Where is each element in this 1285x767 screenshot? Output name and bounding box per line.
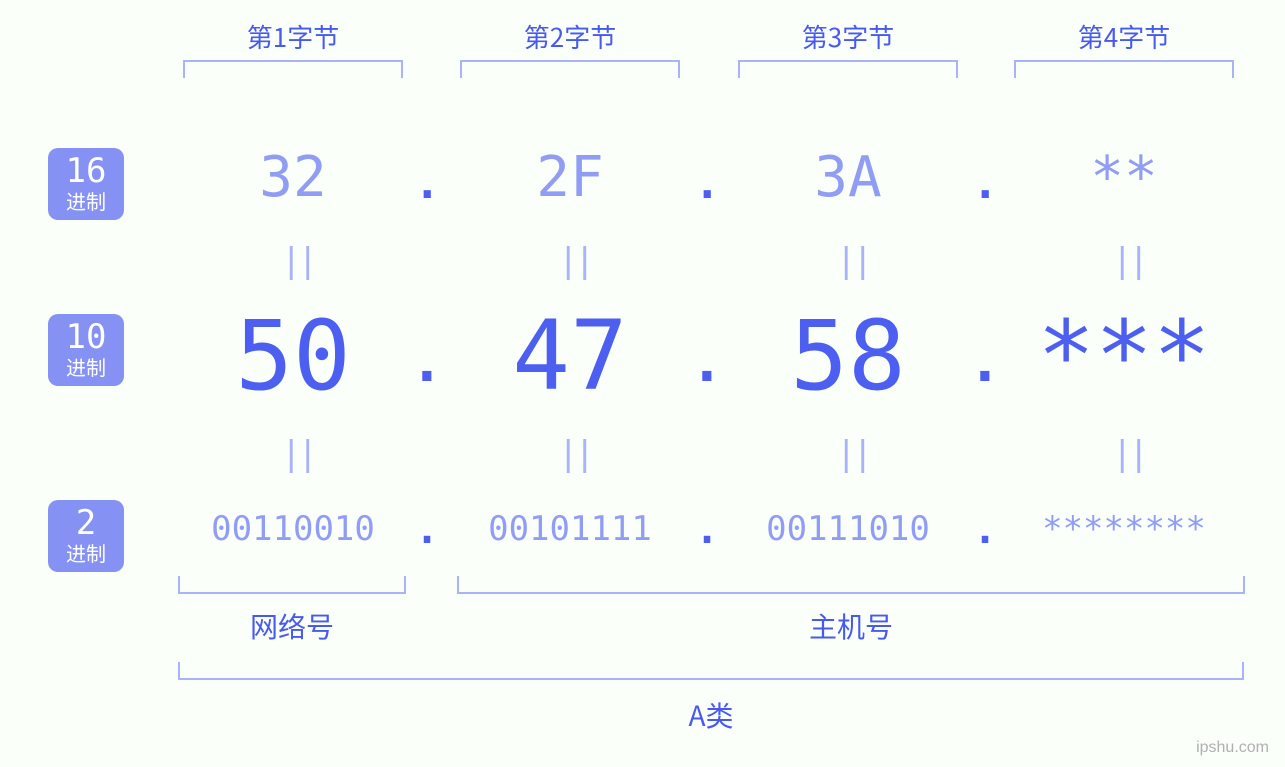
- top-bracket-1: [183, 60, 403, 78]
- hex-byte-2: 2F: [450, 145, 690, 210]
- byte-header-4: 第4字节: [1004, 18, 1244, 55]
- bin-dot-3: .: [973, 507, 997, 553]
- top-bracket-3: [738, 60, 958, 78]
- eq-bot-4: ||: [1112, 434, 1145, 474]
- bin-byte-4: ********: [1004, 509, 1244, 549]
- badge-bin: 2 进制: [48, 500, 124, 572]
- hex-dot-3: .: [972, 158, 999, 209]
- dec-dot-1: .: [410, 330, 444, 395]
- hex-byte-4: **: [1004, 145, 1244, 210]
- bracket-network: [178, 576, 406, 594]
- top-bracket-2: [460, 60, 680, 78]
- hex-dot-1: .: [414, 158, 441, 209]
- badge-hex-lbl: 进制: [48, 190, 124, 212]
- dec-byte-4: ***: [1004, 300, 1244, 412]
- bracket-class: [178, 662, 1244, 680]
- eq-top-2: ||: [558, 241, 591, 281]
- dec-byte-3: 58: [728, 300, 968, 412]
- top-bracket-4: [1014, 60, 1234, 78]
- eq-top-1: ||: [281, 241, 314, 281]
- dec-byte-2: 47: [450, 300, 690, 412]
- eq-bot-2: ||: [558, 434, 591, 474]
- bin-byte-3: 00111010: [728, 509, 968, 549]
- badge-hex: 16 进制: [48, 148, 124, 220]
- eq-top-3: ||: [836, 241, 869, 281]
- label-class: A类: [178, 695, 1244, 735]
- badge-dec-lbl: 进制: [48, 356, 124, 378]
- dec-dot-3: .: [968, 330, 1002, 395]
- bin-dot-1: .: [415, 507, 439, 553]
- badge-bin-num: 2: [48, 506, 124, 540]
- badge-dec: 10 进制: [48, 314, 124, 386]
- badge-bin-lbl: 进制: [48, 542, 124, 564]
- watermark: ipshu.com: [1196, 739, 1269, 757]
- eq-top-4: ||: [1112, 241, 1145, 281]
- byte-header-2: 第2字节: [450, 18, 690, 55]
- bin-dot-2: .: [695, 507, 719, 553]
- byte-header-1: 第1字节: [173, 18, 413, 55]
- dec-dot-2: .: [690, 330, 724, 395]
- hex-byte-3: 3A: [728, 145, 968, 210]
- eq-bot-3: ||: [836, 434, 869, 474]
- hex-byte-1: 32: [173, 145, 413, 210]
- hex-dot-2: .: [694, 158, 721, 209]
- label-network: 网络号: [178, 606, 406, 646]
- dec-byte-1: 50: [173, 300, 413, 412]
- bracket-host: [457, 576, 1245, 594]
- label-host: 主机号: [457, 606, 1245, 646]
- bin-byte-1: 00110010: [173, 509, 413, 549]
- byte-header-3: 第3字节: [728, 18, 968, 55]
- badge-hex-num: 16: [48, 154, 124, 188]
- badge-dec-num: 10: [48, 320, 124, 354]
- eq-bot-1: ||: [281, 434, 314, 474]
- bin-byte-2: 00101111: [450, 509, 690, 549]
